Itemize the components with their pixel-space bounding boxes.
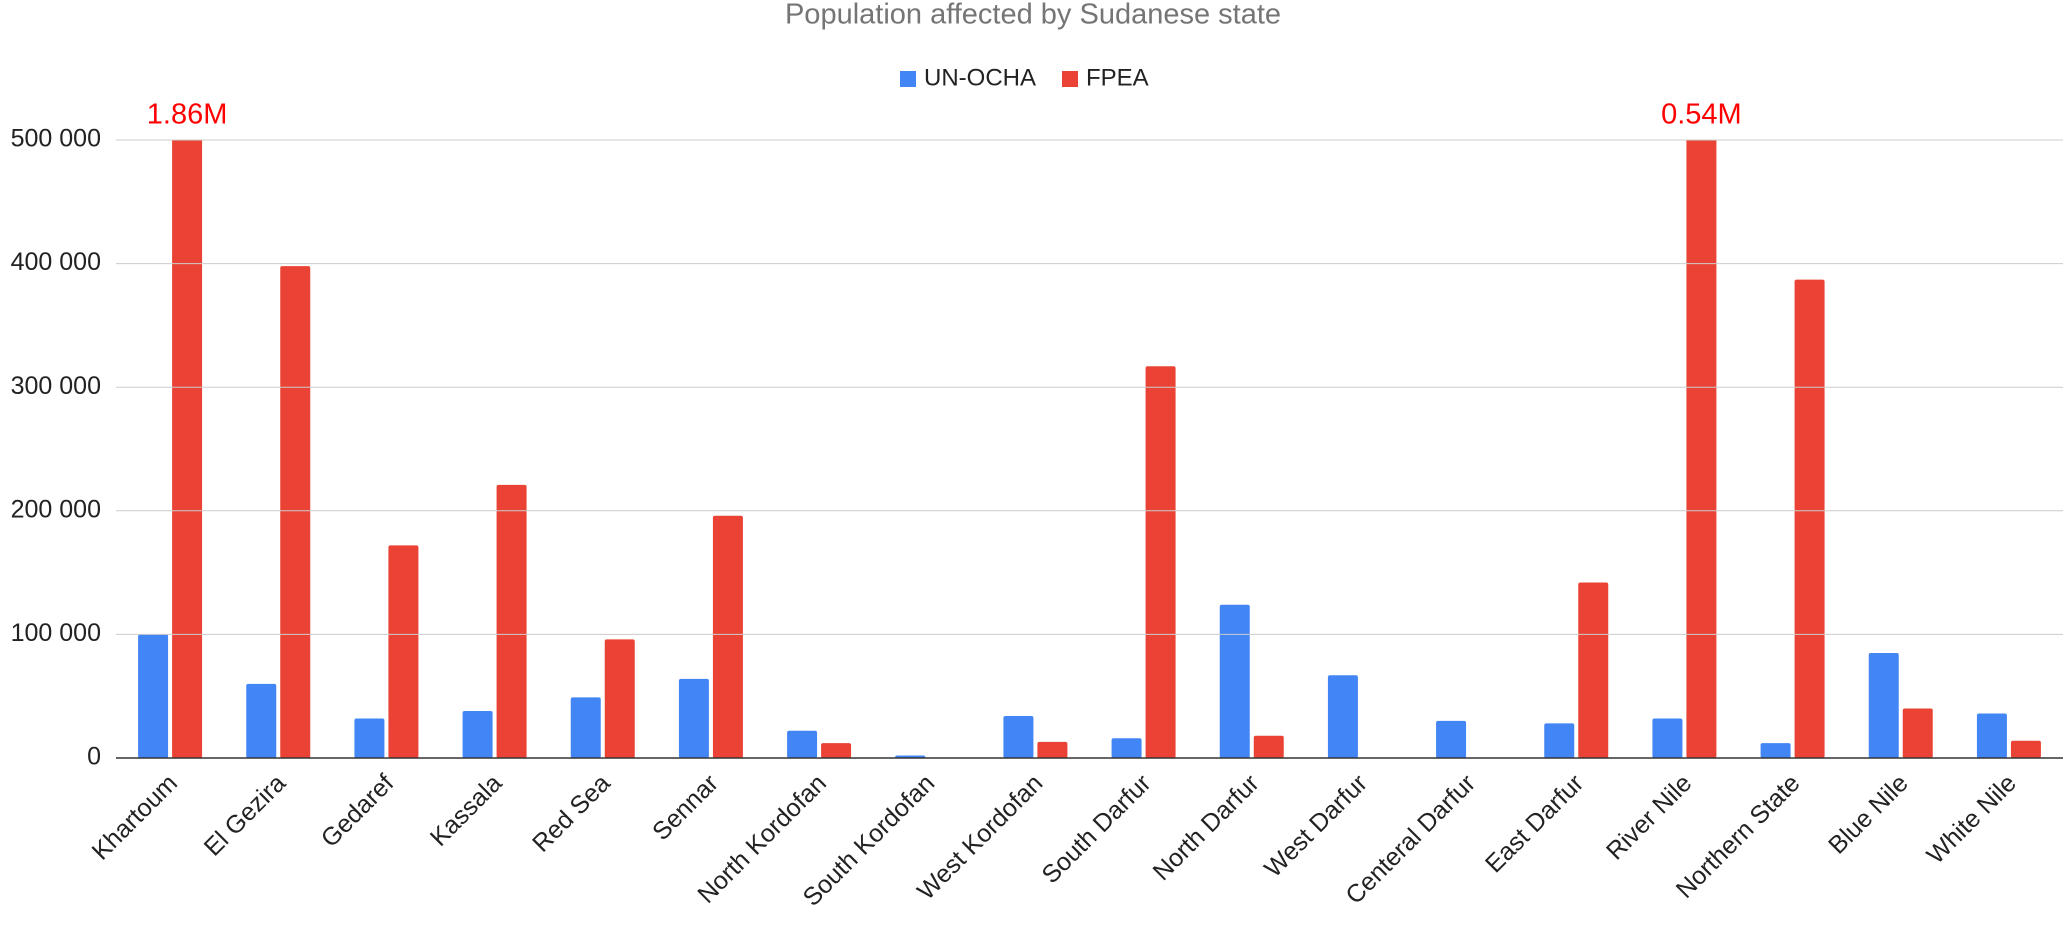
legend-label: FPEA xyxy=(1086,64,1149,91)
x-tick-label: Sennar xyxy=(647,769,724,846)
bar xyxy=(172,140,203,758)
y-tick-label: 500 000 xyxy=(11,125,101,153)
bar xyxy=(1578,582,1609,758)
x-tick-label: North Darfur xyxy=(1148,769,1265,886)
bar xyxy=(1111,738,1142,758)
bar xyxy=(1003,715,1034,758)
plot-area xyxy=(138,140,2041,758)
bar xyxy=(1868,652,1899,758)
bar xyxy=(1652,718,1683,758)
x-tick-label: Red Sea xyxy=(527,769,616,858)
bar xyxy=(138,634,169,758)
bar xyxy=(1544,723,1575,758)
bar xyxy=(1253,735,1284,758)
x-tick-label: South Darfur xyxy=(1036,769,1156,889)
bar xyxy=(1686,140,1717,758)
bar xyxy=(604,639,635,758)
bar xyxy=(1760,743,1791,758)
bar xyxy=(354,718,385,758)
data-label: 0.54M xyxy=(1661,99,1742,131)
bar xyxy=(787,730,818,758)
y-tick-label: 100 000 xyxy=(11,619,101,647)
bar xyxy=(246,683,277,758)
bar xyxy=(2010,740,2041,758)
legend-label: UN-OCHA xyxy=(924,64,1036,91)
y-tick-label: 400 000 xyxy=(11,248,101,276)
y-tick-label: 0 xyxy=(87,743,101,771)
x-tick-label: Khartoum xyxy=(87,769,183,865)
legend-swatch xyxy=(1062,71,1078,87)
bar xyxy=(1327,675,1358,758)
bar xyxy=(1436,720,1467,758)
x-tick-label: Gedaref xyxy=(316,769,400,853)
bar xyxy=(712,515,743,758)
bar xyxy=(462,711,493,758)
x-tick-label: West Darfur xyxy=(1259,769,1373,883)
bar xyxy=(1219,604,1250,758)
chart-title: Population affected by Sudanese state xyxy=(785,0,1281,31)
bar xyxy=(280,266,311,758)
x-tick-label: El Gezira xyxy=(199,769,292,862)
x-tick-label: White Nile xyxy=(1921,769,2021,869)
bar xyxy=(678,678,709,758)
bar xyxy=(1794,279,1825,758)
bar xyxy=(1145,366,1176,758)
bar xyxy=(496,484,527,758)
bar xyxy=(1037,741,1068,758)
x-tick-label: River Nile xyxy=(1601,769,1697,865)
x-tick-label: East Darfur xyxy=(1480,769,1589,878)
y-tick-label: 200 000 xyxy=(11,495,101,523)
y-tick-label: 300 000 xyxy=(11,372,101,400)
legend-swatch xyxy=(900,71,916,87)
bar xyxy=(388,545,419,758)
bar xyxy=(821,743,852,758)
bar xyxy=(1976,713,2007,758)
x-tick-label: Kassala xyxy=(425,769,508,852)
bar xyxy=(1902,708,1933,758)
data-label: 1.86M xyxy=(147,99,228,131)
x-tick-label: Blue Nile xyxy=(1823,769,1914,860)
bar xyxy=(570,697,601,758)
